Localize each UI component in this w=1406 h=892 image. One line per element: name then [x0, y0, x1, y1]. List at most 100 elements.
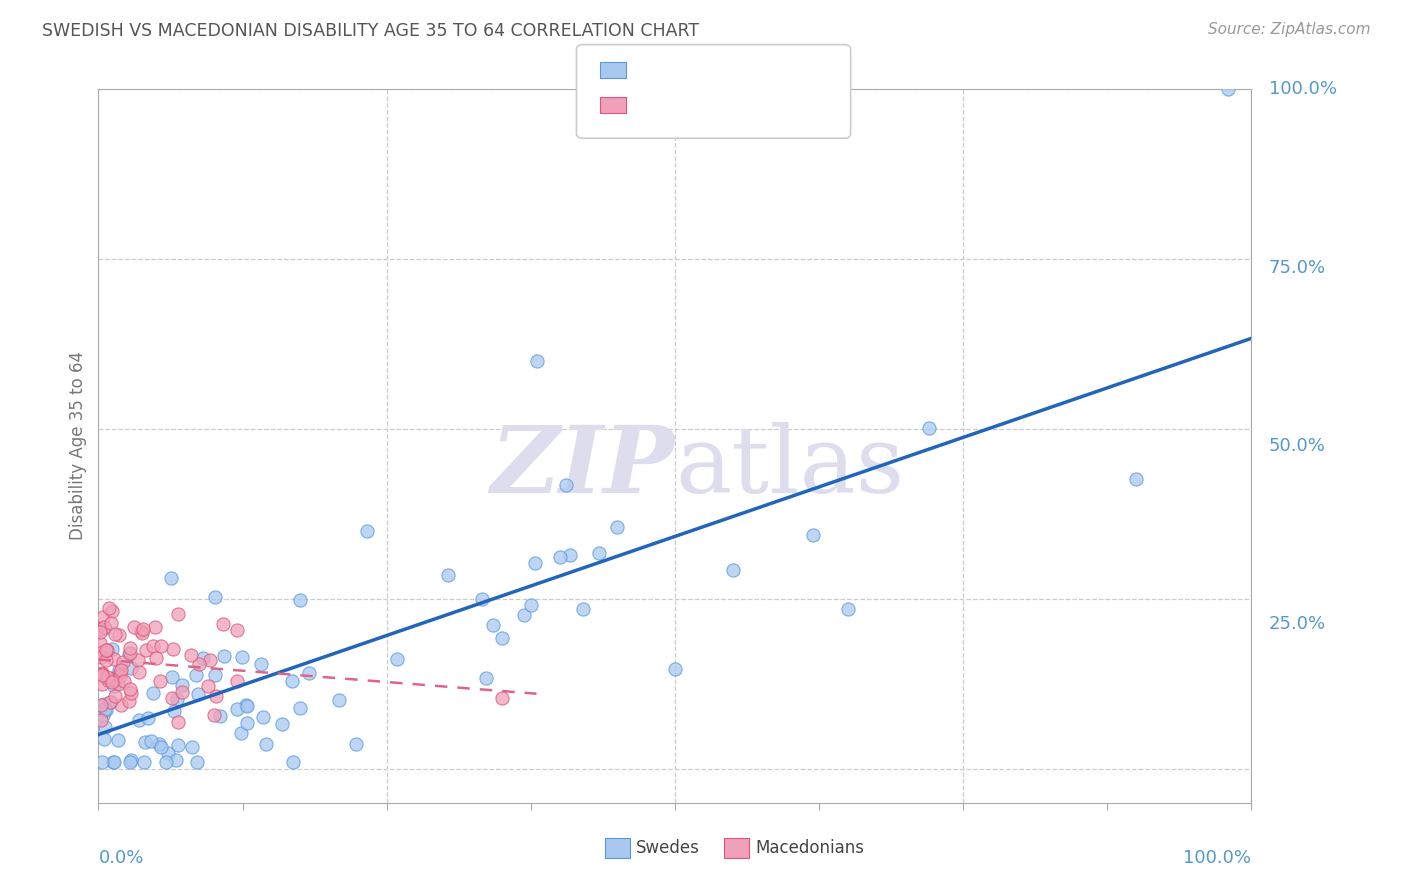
Point: [166, 692, 188, 706]
Text: SWEDISH VS MACEDONIAN DISABILITY AGE 35 TO 64 CORRELATION CHART: SWEDISH VS MACEDONIAN DISABILITY AGE 35 …: [42, 22, 699, 40]
Point: [1125, 472, 1147, 486]
Point: [120, 682, 142, 697]
Point: [917, 421, 939, 435]
Point: [90, 755, 112, 769]
Text: Macedonians: Macedonians: [755, 839, 865, 857]
Point: [167, 607, 190, 621]
Point: [100, 615, 122, 630]
Point: [298, 665, 321, 680]
Point: [107, 676, 129, 690]
Point: [188, 657, 211, 672]
Point: [157, 746, 180, 760]
Point: [104, 627, 127, 641]
Point: [145, 651, 167, 665]
Point: [93, 732, 115, 747]
Point: [89, 623, 111, 637]
Point: [491, 690, 513, 705]
Point: [112, 673, 135, 688]
Point: [134, 735, 156, 749]
Point: [290, 701, 312, 715]
Point: [606, 520, 628, 534]
Point: [98, 695, 121, 709]
Point: [162, 670, 184, 684]
Point: [204, 668, 226, 682]
Point: [197, 680, 219, 694]
Point: [471, 592, 494, 607]
Point: [150, 740, 173, 755]
Point: [120, 755, 142, 769]
Point: [101, 755, 124, 769]
Point: [163, 704, 186, 718]
Point: [172, 685, 194, 699]
Point: [97, 600, 120, 615]
Point: [225, 701, 247, 715]
Point: [271, 716, 294, 731]
Point: [526, 354, 548, 368]
Point: [127, 653, 149, 667]
Point: [212, 648, 235, 663]
Point: [100, 695, 122, 709]
Point: [142, 640, 165, 654]
Point: [120, 661, 142, 675]
Point: [181, 739, 204, 754]
Point: [252, 710, 274, 724]
Point: [118, 694, 141, 708]
Point: [482, 618, 505, 632]
Point: [225, 623, 247, 637]
Point: [172, 678, 194, 692]
Point: [475, 671, 498, 685]
Point: [548, 549, 571, 564]
Point: [112, 655, 135, 669]
Point: [132, 622, 155, 636]
Point: [254, 737, 277, 751]
Point: [187, 687, 209, 701]
Point: [103, 755, 125, 769]
Point: [560, 549, 582, 563]
Point: [837, 601, 859, 615]
Point: [149, 674, 172, 689]
Point: [90, 649, 112, 664]
Point: [110, 669, 132, 683]
Point: [1218, 82, 1240, 96]
Point: [554, 478, 576, 492]
Point: [104, 690, 127, 704]
Point: [135, 643, 157, 657]
Text: R = -0.148   N = 67: R = -0.148 N = 67: [637, 94, 830, 112]
Point: [191, 651, 214, 665]
Text: 0.0%: 0.0%: [98, 849, 143, 867]
Point: [229, 726, 252, 740]
Text: 100.0%: 100.0%: [1184, 849, 1251, 867]
Point: [131, 625, 153, 640]
Point: [281, 674, 304, 689]
Point: [523, 556, 546, 570]
Point: [94, 653, 117, 667]
Point: [288, 592, 311, 607]
Point: [90, 698, 112, 713]
Y-axis label: Disability Age 35 to 64: Disability Age 35 to 64: [69, 351, 87, 541]
Point: [236, 716, 259, 731]
Point: [108, 628, 131, 642]
Point: [231, 649, 253, 664]
Point: [184, 668, 207, 682]
Point: [96, 703, 118, 717]
Point: [186, 755, 208, 769]
Point: [250, 657, 273, 672]
Point: [148, 737, 170, 751]
Point: [101, 674, 124, 689]
Point: [283, 755, 305, 769]
Point: [801, 527, 824, 541]
Point: [328, 693, 350, 707]
Point: [437, 568, 460, 582]
Point: [94, 621, 117, 635]
Point: [103, 652, 125, 666]
Text: 100.0%: 100.0%: [1268, 80, 1337, 98]
Point: [128, 665, 150, 679]
Point: [162, 642, 184, 657]
Point: [129, 624, 152, 639]
Point: [91, 609, 114, 624]
Point: [120, 753, 142, 767]
Point: [96, 642, 118, 657]
Point: [132, 755, 155, 769]
Point: [128, 713, 150, 727]
Point: [91, 702, 114, 716]
